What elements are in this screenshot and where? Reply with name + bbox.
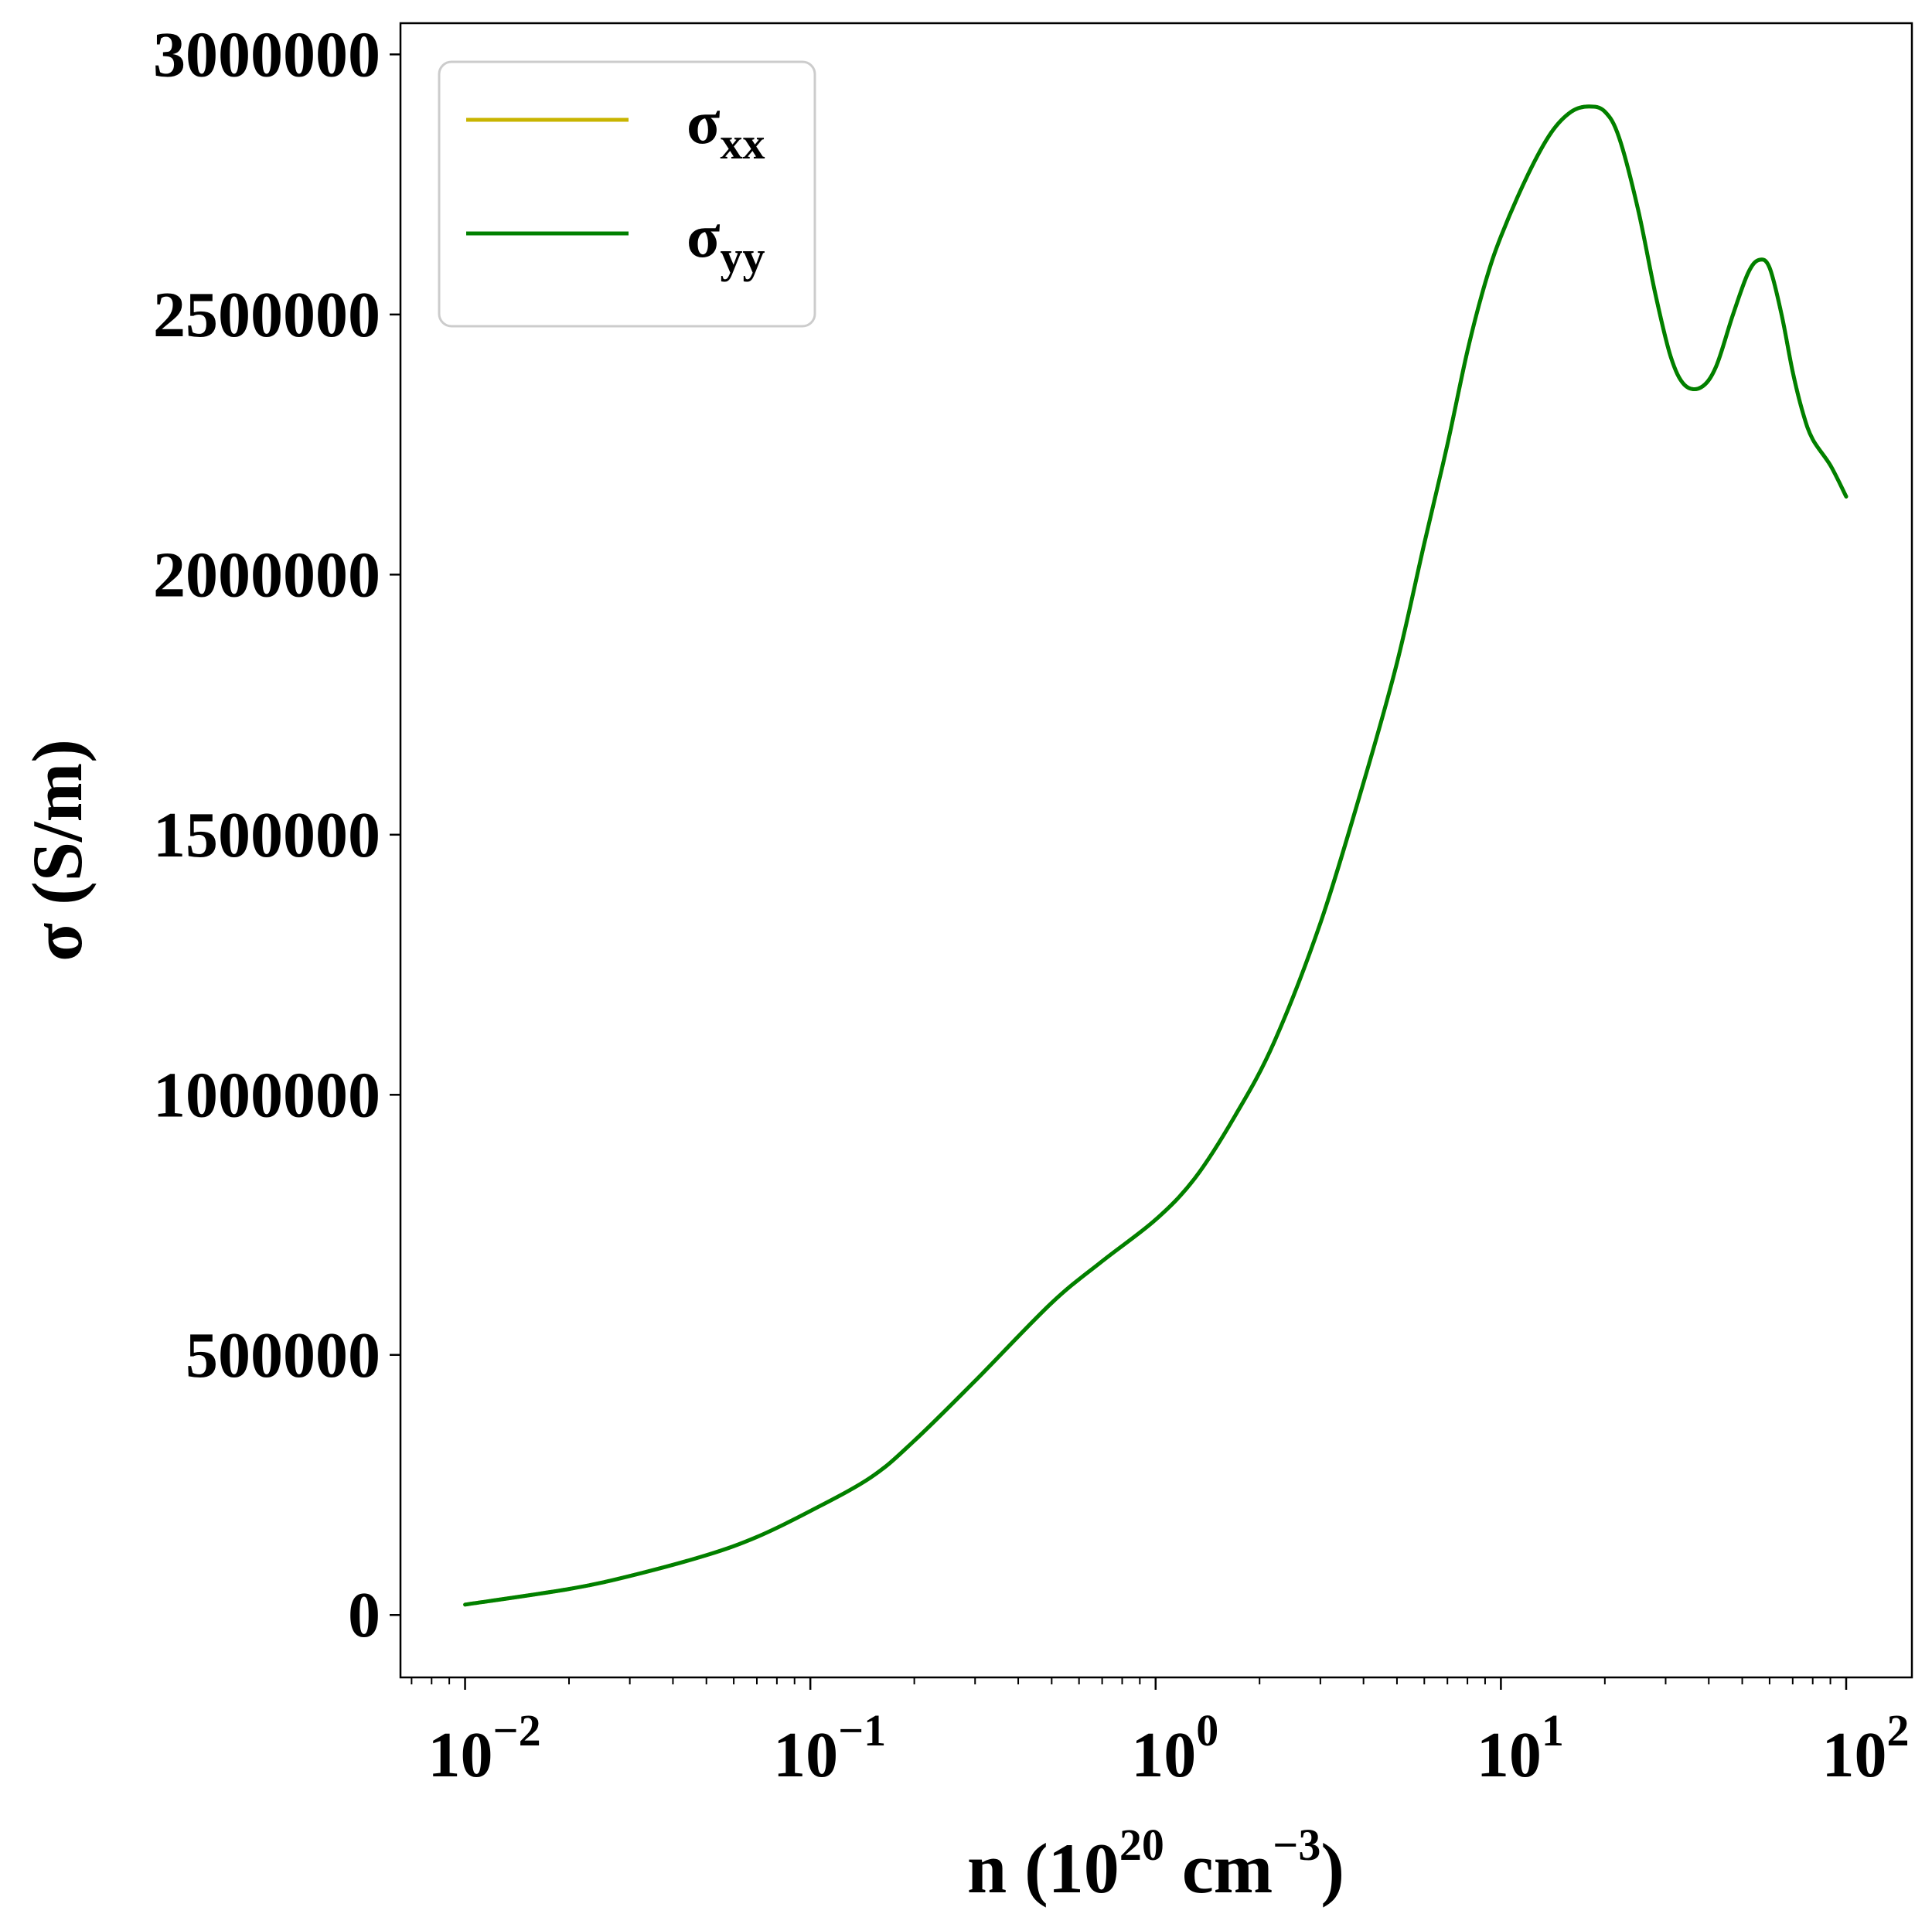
x-tick-label-base: 10 xyxy=(1477,1719,1542,1791)
x-axis-label: n (1020 cm−3) xyxy=(967,1820,1344,1908)
legend-label-sigma-yy-sub: yy xyxy=(721,232,765,282)
y-tick-label-500000: 500000 xyxy=(186,1320,380,1391)
x-axis-label-exp1: 20 xyxy=(1119,1820,1164,1870)
series-layer xyxy=(463,104,1849,1607)
y-axis-label: σ (S/m) xyxy=(18,739,97,962)
y-tick-label-2000000: 2000000 xyxy=(153,539,380,611)
legend-label-sigma-xx: σxx xyxy=(687,89,765,169)
x-tick-label-base: 10 xyxy=(773,1719,838,1791)
x-tick-label-base: 10 xyxy=(1821,1719,1886,1791)
x-tick-label-2: 102 xyxy=(1821,1705,1909,1791)
y-axis: 0 500000 1000000 1500000 2000000 2500000 30000… xyxy=(153,19,400,1651)
x-tick-label-exp: −2 xyxy=(493,1705,541,1755)
y-tick-label-1500000: 1500000 xyxy=(153,799,380,871)
legend-box xyxy=(438,60,816,328)
x-tick-label-−2: 10−2 xyxy=(428,1705,541,1791)
y-tick-label-3000000: 3000000 xyxy=(153,19,380,90)
legend-label-sigma-yy: σyy xyxy=(687,203,765,282)
y-tick-label-0: 0 xyxy=(348,1579,380,1651)
x-tick-label-base: 10 xyxy=(1131,1719,1196,1791)
plot-frame xyxy=(399,22,1913,1679)
series-line-yy xyxy=(463,104,1849,1607)
x-axis: 10−2 10−1 100 101 102 xyxy=(411,1677,1909,1791)
x-tick-label-−1: 10−1 xyxy=(773,1705,886,1791)
x-tick-label-base: 10 xyxy=(428,1719,493,1791)
legend-label-sigma-xx-sub: xx xyxy=(721,118,765,169)
legend-label-sigma-xx-main: σ xyxy=(687,89,721,157)
x-axis-label-exp2: −3 xyxy=(1273,1820,1320,1870)
x-tick-label-exp: −1 xyxy=(838,1705,886,1755)
x-tick-label-exp: 1 xyxy=(1542,1705,1564,1755)
y-tick-label-2500000: 2500000 xyxy=(153,279,380,351)
y-tick-label-1000000: 1000000 xyxy=(153,1059,380,1131)
x-axis-label-end: ) xyxy=(1320,1829,1344,1908)
x-axis-label-base: n (10 xyxy=(967,1829,1119,1908)
x-tick-label-0: 100 xyxy=(1131,1705,1218,1791)
x-axis-label-mid: cm xyxy=(1164,1829,1273,1908)
legend-label-sigma-yy-main: σ xyxy=(687,203,721,271)
x-tick-label-1: 101 xyxy=(1477,1705,1564,1791)
legend: σxx σyy xyxy=(438,60,816,328)
x-tick-label-exp: 2 xyxy=(1886,1705,1909,1755)
x-tick-label-exp: 0 xyxy=(1196,1705,1218,1755)
